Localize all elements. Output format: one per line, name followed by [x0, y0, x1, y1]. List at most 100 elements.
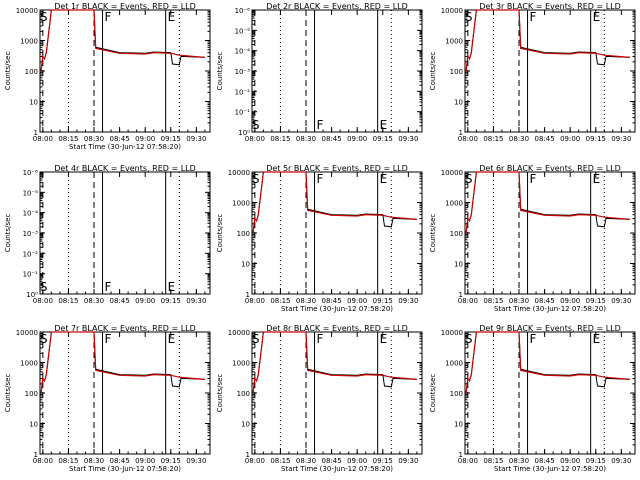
series-line-lld: [252, 171, 417, 234]
series-line-lld: [40, 9, 205, 72]
y-tick-label: 100: [237, 390, 250, 398]
y-tick-label: 10: [241, 261, 250, 269]
y-tick-label: 1000: [445, 360, 463, 368]
flag-letter-F: F: [530, 332, 537, 346]
series-line-events: [252, 171, 417, 234]
x-axis-label: Start Time (30-Jun-12 07:58:20): [494, 305, 606, 313]
y-tick-label: 100: [450, 68, 463, 76]
flag-letter-E: E: [168, 10, 176, 24]
chart-panel-2: Det 2r BLACK = Events, RED = LLD 10⁰ 10⁻¹ 1…: [216, 2, 423, 143]
y-tick-label: 10000: [441, 7, 463, 15]
y-tick-label: 1: [34, 129, 38, 137]
y-tick-label: 10⁻³: [23, 230, 39, 238]
chart-panel-4: Det 4r BLACK = Events, RED = LLD 10⁰ 10⁻¹ 1…: [4, 164, 211, 305]
y-tick-label: 10⁻¹: [23, 271, 39, 279]
flag-letter-F: F: [317, 172, 324, 186]
x-tick-label: 08:15: [483, 135, 503, 143]
y-tick-label: 10: [241, 421, 250, 429]
x-tick-label: 08:00: [33, 135, 53, 143]
flag-letter-S: S: [465, 172, 473, 186]
flag-letter-S: S: [252, 332, 260, 346]
x-tick-label: 09:30: [186, 135, 206, 143]
x-tick-label: 09:15: [161, 297, 181, 305]
y-axis-label: Counts/sec: [216, 374, 224, 413]
chart-panel-3: Det 3r BLACK = Events, RED = LLD 1 10 100 10…: [429, 2, 636, 143]
x-tick-label: 09:30: [398, 457, 418, 465]
x-tick-label: 09:30: [186, 457, 206, 465]
x-tick-label: 09:15: [161, 457, 181, 465]
y-tick-label: 100: [25, 68, 38, 76]
x-axis-label: Start Time (30-Jun-12 07:58:20): [281, 305, 393, 313]
flag-letter-F: F: [105, 332, 112, 346]
chart-panel-5: Det 5r BLACK = Events, RED = LLD 1 10 100 10…: [216, 164, 423, 313]
x-tick-label: 09:15: [161, 135, 181, 143]
flag-letter-E: E: [380, 332, 388, 346]
flag-letter-E: E: [593, 10, 601, 24]
y-axis-label: Counts/sec: [4, 374, 12, 413]
y-tick-label: 1: [459, 129, 463, 137]
flag-letter-S: S: [252, 118, 260, 132]
y-tick-label: 100: [237, 230, 250, 238]
y-tick-label: 10⁻⁵: [235, 27, 251, 35]
y-tick-label: 1: [246, 291, 250, 299]
x-tick-label: 09:00: [347, 457, 367, 465]
x-tick-label: 08:30: [296, 297, 316, 305]
x-tick-label: 08:00: [245, 135, 265, 143]
x-tick-label: 09:30: [611, 135, 631, 143]
y-tick-label: 10⁻²: [235, 88, 251, 96]
plot-frame: [464, 331, 636, 455]
y-tick-label: 1000: [20, 360, 38, 368]
series-line-lld: [465, 9, 630, 72]
y-tick-label: 10⁻⁶: [235, 7, 251, 15]
y-tick-label: 100: [25, 390, 38, 398]
chart-title: Det 6r BLACK = Events, RED = LLD: [479, 164, 621, 173]
y-axis-label: Counts/sec: [216, 52, 224, 91]
x-tick-label: 08:00: [458, 297, 478, 305]
x-tick-label: 09:00: [135, 457, 155, 465]
y-tick-label: 10⁻⁴: [23, 210, 39, 218]
y-tick-label: 10000: [228, 329, 250, 337]
x-tick-label: 08:45: [110, 297, 130, 305]
series-line-lld: [465, 171, 630, 234]
flag-letter-F: F: [105, 280, 112, 294]
series-line-events: [465, 9, 630, 72]
y-tick-label: 1000: [445, 200, 463, 208]
x-tick-label: 08:15: [270, 457, 290, 465]
y-tick-label: 1: [459, 291, 463, 299]
plot-frame: [251, 171, 423, 295]
y-axis-label: Counts/sec: [429, 374, 437, 413]
chart-title: Det 9r BLACK = Events, RED = LLD: [479, 324, 621, 333]
x-tick-label: 08:30: [84, 135, 104, 143]
y-tick-label: 10: [29, 421, 38, 429]
flag-letter-S: S: [465, 332, 473, 346]
x-axis-label: Start Time (30-Jun-12 07:58:20): [281, 465, 393, 473]
flag-letter-E: E: [380, 172, 388, 186]
x-tick-label: 09:15: [586, 297, 606, 305]
flag-letter-S: S: [252, 172, 260, 186]
y-tick-label: 10: [454, 261, 463, 269]
flag-letter-S: S: [40, 10, 48, 24]
x-tick-label: 08:15: [483, 297, 503, 305]
x-tick-label: 08:30: [296, 457, 316, 465]
flag-letter-S: S: [40, 280, 48, 294]
flag-letter-F: F: [317, 118, 324, 132]
chart-title: Det 7r BLACK = Events, RED = LLD: [54, 324, 196, 333]
x-axis-label: Start Time (30-Jun-12 07:58:20): [494, 465, 606, 473]
y-tick-label: 1000: [232, 200, 250, 208]
flag-letter-F: F: [530, 172, 537, 186]
flag-letter-E: E: [168, 332, 176, 346]
x-tick-label: 09:30: [398, 297, 418, 305]
series-line-events: [465, 331, 630, 394]
y-tick-label: 10⁻²: [23, 250, 39, 258]
chart-title: Det 8r BLACK = Events, RED = LLD: [266, 324, 408, 333]
x-tick-label: 09:30: [611, 297, 631, 305]
x-tick-label: 08:15: [58, 457, 78, 465]
x-tick-label: 08:30: [509, 297, 529, 305]
y-tick-label: 10⁻⁵: [23, 189, 39, 197]
series-line-lld: [465, 331, 630, 394]
flag-letter-F: F: [530, 10, 537, 24]
x-tick-label: 09:15: [373, 457, 393, 465]
series-line-events: [252, 331, 417, 394]
x-tick-label: 08:30: [84, 457, 104, 465]
